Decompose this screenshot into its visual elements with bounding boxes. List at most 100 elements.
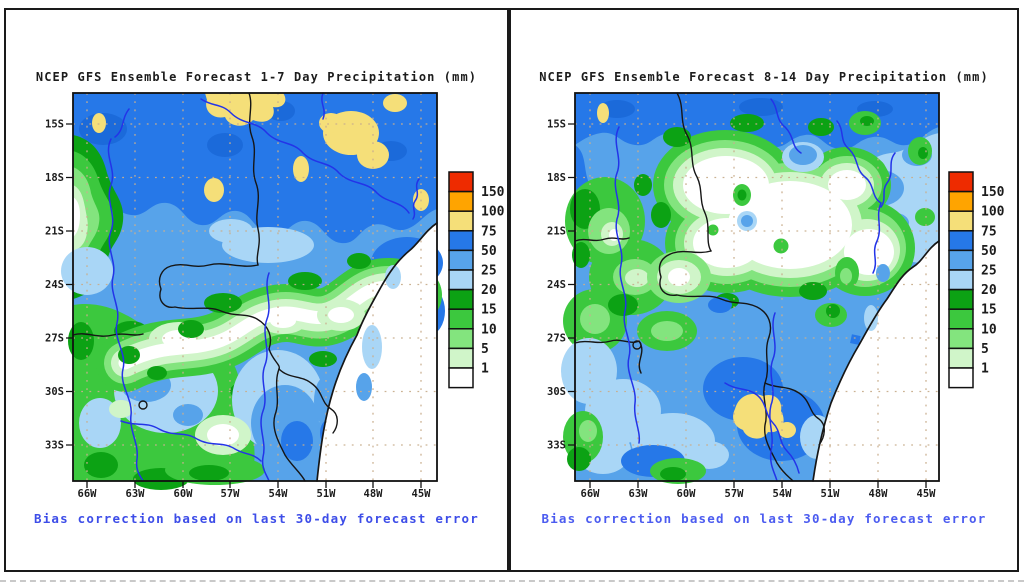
legend-value: 75	[481, 224, 497, 239]
y-tick-label: 30S	[547, 386, 566, 398]
legend-value: 100	[481, 205, 505, 220]
legend-swatch	[448, 288, 474, 310]
legend-values: 150 100 75 50 25 20 15 10 5 1	[481, 185, 505, 376]
legend-value: 15	[481, 303, 497, 318]
axis-ticks	[568, 123, 927, 488]
country-borders	[574, 92, 940, 482]
legend-swatch	[448, 230, 474, 252]
x-tick-label: 66W	[581, 488, 601, 500]
y-tick-label: 33S	[45, 440, 64, 452]
x-tick-label: 45W	[917, 488, 937, 500]
x-tick-label: 63W	[126, 488, 146, 500]
legend-value: 10	[981, 322, 997, 337]
legend-swatch	[948, 308, 974, 330]
legend-swatch	[448, 347, 474, 369]
legend-swatch	[948, 230, 974, 252]
rivers	[614, 98, 896, 482]
legend-swatches	[448, 171, 474, 389]
legend-value: 1	[481, 362, 489, 377]
legend-swatch	[448, 269, 474, 291]
legend-swatch	[948, 171, 974, 193]
y-tick-label: 21S	[45, 226, 64, 238]
legend-swatch	[948, 328, 974, 350]
x-tick-label: 54W	[773, 488, 793, 500]
legend-swatch	[448, 190, 474, 212]
legend-values: 150 100 75 50 25 20 15 10 5 1	[981, 185, 1005, 376]
legend-value: 150	[981, 185, 1005, 200]
legend-value: 25	[981, 264, 997, 279]
lat-lon-gridlines	[575, 93, 939, 481]
legend-value: 50	[481, 244, 497, 259]
legend-value: 5	[481, 342, 489, 357]
legend-value: 15	[981, 303, 997, 318]
panel-title: NCEP GFS Ensemble Forecast 1-7 Day Preci…	[35, 70, 478, 84]
y-tick-label: 15S	[547, 119, 566, 131]
x-tick-label: 57W	[725, 488, 745, 500]
legend-swatch	[948, 269, 974, 291]
precip-legend: 150 100 75 50 25 20 15 10 5 1	[948, 171, 1005, 389]
y-tick-label: 33S	[547, 440, 566, 452]
axis-ticks	[66, 123, 422, 488]
y-tick-label: 30S	[45, 386, 64, 398]
legend-value: 50	[981, 244, 997, 259]
precip-legend: 150 100 75 50 25 20 15 10 5 1	[448, 171, 505, 389]
legend-value: 25	[481, 264, 497, 279]
legend-swatch	[448, 249, 474, 271]
country-borders	[72, 92, 438, 482]
legend-value: 10	[481, 322, 497, 337]
x-tick-label: 48W	[869, 488, 889, 500]
legend-swatch	[948, 288, 974, 310]
legend-swatches	[948, 171, 974, 389]
legend-swatch	[448, 210, 474, 232]
y-tick-label: 18S	[547, 172, 566, 184]
x-tick-label: 60W	[174, 488, 194, 500]
y-tick-label: 24S	[547, 279, 566, 291]
panel-title: NCEP GFS Ensemble Forecast 8-14 Day Prec…	[539, 70, 989, 84]
x-tick-label: 51W	[821, 488, 841, 500]
precip-field	[61, 93, 445, 490]
legend-value: 20	[981, 283, 997, 298]
rivers	[107, 92, 420, 482]
x-tick-label: 57W	[221, 488, 241, 500]
x-tick-label: 66W	[78, 488, 98, 500]
legend-value: 1	[981, 362, 989, 377]
legend-swatch	[948, 367, 974, 389]
legend-swatch	[448, 171, 474, 193]
bias-correction-caption: Bias correction based on last 30-day for…	[33, 511, 479, 526]
legend-swatch	[948, 347, 974, 369]
axis-labels: 15S 18S 21S 24S 27S 30S 33S 66W 63W 60W …	[547, 119, 936, 501]
y-tick-label: 27S	[547, 333, 566, 345]
legend-value: 75	[981, 224, 997, 239]
y-tick-label: 21S	[547, 226, 566, 238]
legend-swatch	[448, 328, 474, 350]
axis-labels: 15S 18S 21S 24S 27S 30S 33S 66W 63W 60W …	[45, 119, 431, 501]
legend-swatch	[948, 190, 974, 212]
map-frame	[72, 92, 438, 482]
x-tick-label: 48W	[364, 488, 384, 500]
x-tick-label: 63W	[629, 488, 649, 500]
bias-correction-caption: Bias correction based on last 30-day for…	[541, 511, 987, 526]
panel-forecast-1-7-day: NCEP GFS Ensemble Forecast 1-7 Day Preci…	[4, 8, 509, 572]
precip-map-8-14-day: 15S 18S 21S 24S 27S 30S 33S 66W 63W 60W …	[547, 92, 940, 501]
legend-swatch	[448, 308, 474, 330]
panel-forecast-8-14-day: NCEP GFS Ensemble Forecast 8-14 Day Prec…	[509, 8, 1019, 572]
precip-field	[561, 93, 939, 484]
y-tick-label: 18S	[45, 172, 64, 184]
legend-swatch	[948, 249, 974, 271]
x-tick-label: 60W	[677, 488, 697, 500]
map-frame	[574, 92, 940, 482]
legend-value: 150	[481, 185, 505, 200]
legend-swatch	[448, 367, 474, 389]
legend-swatch	[948, 210, 974, 232]
x-tick-label: 54W	[269, 488, 289, 500]
bottom-dashed-rule	[0, 580, 1024, 582]
y-tick-label: 15S	[45, 119, 64, 131]
precip-map-1-7-day: 15S 18S 21S 24S 27S 30S 33S 66W 63W 60W …	[45, 92, 445, 501]
legend-value: 20	[481, 283, 497, 298]
x-tick-label: 51W	[317, 488, 337, 500]
legend-value: 100	[981, 205, 1005, 220]
legend-value: 5	[981, 342, 989, 357]
y-tick-label: 24S	[45, 279, 64, 291]
x-tick-label: 45W	[412, 488, 432, 500]
